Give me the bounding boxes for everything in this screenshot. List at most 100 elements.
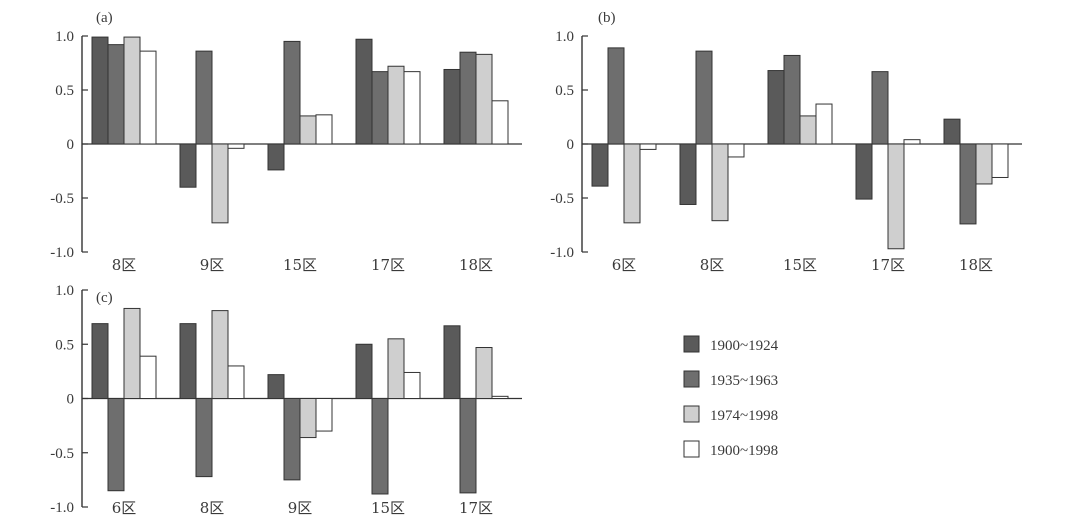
legend: 1900~1924 1935~1963 1974~1998 1900~1998	[683, 335, 779, 459]
bar	[855, 143, 873, 200]
bar	[799, 115, 817, 145]
bar	[903, 139, 921, 145]
legend-label: 1900~1998	[710, 443, 778, 459]
panel-b-y-tick-label: 0.5	[555, 83, 574, 99]
bar	[815, 103, 833, 145]
panel-c-category-label: 17区	[459, 499, 493, 517]
bar	[943, 118, 961, 145]
panel-c-category-label: 8区	[200, 499, 225, 517]
bar	[767, 70, 785, 145]
panel-a-category-label: 8区	[112, 256, 137, 274]
bar	[355, 343, 373, 399]
bar	[727, 143, 745, 158]
bar	[123, 307, 141, 400]
panel-c-category-label: 9区	[288, 499, 313, 517]
panel-a-label: (a)	[96, 10, 113, 26]
bar	[283, 40, 301, 145]
bar	[179, 323, 197, 400]
bar	[475, 53, 493, 145]
bar	[91, 36, 109, 145]
bar	[267, 374, 285, 400]
panel-a-y-tick-label: 0.5	[55, 83, 74, 99]
bar	[607, 47, 625, 145]
panel-b-category-label: 15区	[783, 256, 817, 274]
bar	[107, 44, 125, 145]
bar	[387, 338, 405, 400]
bar	[443, 325, 461, 399]
bar	[871, 71, 889, 145]
bar	[267, 143, 285, 171]
panel-b-y-tick-label: -0.5	[550, 191, 574, 207]
bar	[459, 398, 477, 494]
bar	[475, 347, 493, 400]
bar	[107, 398, 125, 492]
bar	[623, 143, 641, 224]
bar	[711, 143, 729, 222]
bar	[179, 143, 197, 188]
bar	[443, 68, 461, 145]
panel-b-category-label: 8区	[700, 256, 725, 274]
bar	[355, 38, 373, 145]
panel-b-y-tick-label: -1.0	[550, 245, 574, 261]
panel-b-y-tick-label: 1.0	[555, 29, 574, 45]
bar	[679, 143, 697, 205]
legend-swatch	[683, 335, 700, 353]
bar	[315, 398, 333, 432]
bar	[695, 50, 713, 145]
bar	[195, 398, 213, 478]
bar	[123, 36, 141, 145]
bar	[139, 355, 157, 399]
bar	[139, 50, 157, 145]
panel-c-y-tick-label: 0.5	[55, 337, 74, 353]
bar	[639, 143, 657, 150]
legend-swatch	[683, 405, 700, 423]
bar	[887, 143, 905, 250]
panel-b-y-tick-label: 0	[567, 137, 575, 153]
panel-a-category-label: 9区	[200, 256, 225, 274]
bar	[91, 323, 109, 400]
panel-a-y-tick-label: 1.0	[55, 29, 74, 45]
panel-c-y-tick-label: 0	[67, 392, 75, 408]
legend-swatch	[683, 370, 700, 388]
panel-c-y-tick-label: -0.5	[50, 446, 74, 462]
bar	[491, 395, 509, 399]
panel-c-chart: (c) 1.0 0.5 0 -0.5 -1.0 6区 8区 9区 15区 17区	[50, 283, 522, 517]
legend-label: 1974~1998	[710, 408, 778, 424]
bar	[387, 65, 405, 145]
bar	[195, 50, 213, 145]
bar	[371, 398, 389, 495]
bar	[459, 51, 477, 145]
panel-b-label: (b)	[598, 10, 616, 26]
legend-swatch	[683, 440, 700, 458]
bar	[959, 143, 977, 225]
bar	[783, 54, 801, 145]
bar	[227, 365, 245, 400]
panel-a-category-label: 17区	[371, 256, 405, 274]
panel-a-y-tick-label: -0.5	[50, 191, 74, 207]
bar	[299, 398, 317, 439]
bar	[299, 115, 317, 145]
panel-c-y-tick-label: 1.0	[55, 283, 74, 299]
bar	[403, 71, 421, 145]
bar	[211, 143, 229, 224]
bar	[403, 371, 421, 399]
panel-b-category-label: 18区	[959, 256, 993, 274]
panel-c-category-label: 15区	[371, 499, 405, 517]
bar	[211, 310, 229, 399]
bar	[283, 398, 301, 481]
bar	[991, 143, 1009, 178]
panel-b-category-label: 6区	[612, 256, 637, 274]
panel-a-y-tick-label: -1.0	[50, 245, 74, 261]
bar	[591, 143, 609, 187]
bar	[315, 114, 333, 145]
bar	[371, 71, 389, 145]
bar	[975, 143, 993, 185]
panel-a-y-tick-label: 0	[67, 137, 75, 153]
panel-c-label: (c)	[96, 290, 113, 306]
bar	[227, 143, 245, 149]
panel-a-category-label: 18区	[459, 256, 493, 274]
panel-c-category-label: 6区	[112, 499, 137, 517]
panel-a-category-label: 15区	[283, 256, 317, 274]
legend-label: 1935~1963	[710, 373, 778, 389]
